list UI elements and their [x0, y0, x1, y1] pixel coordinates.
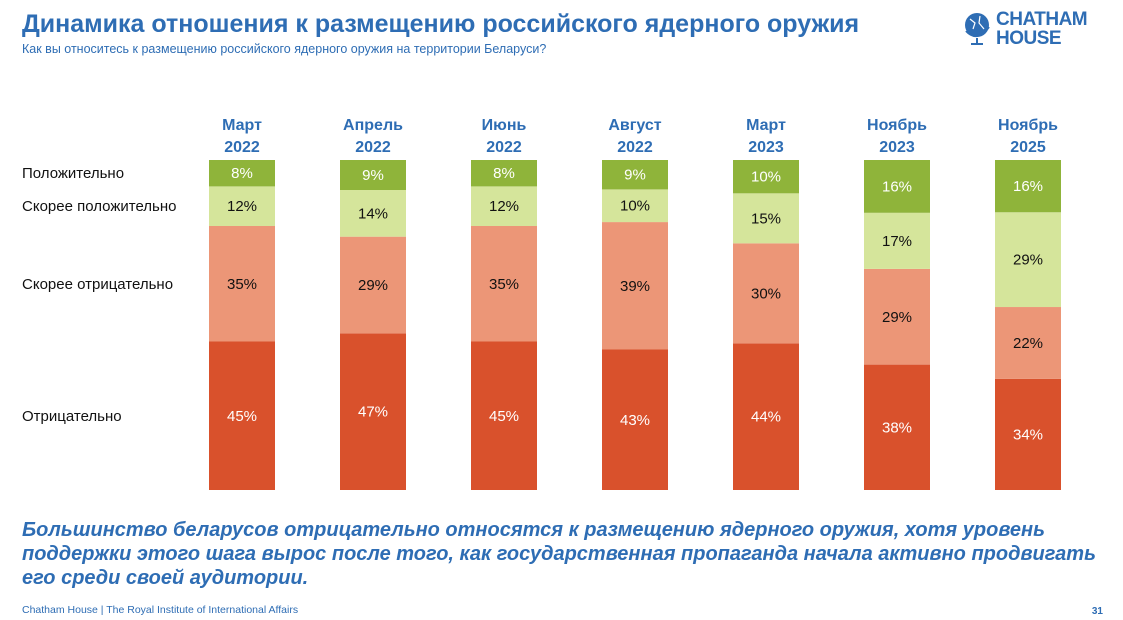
category-year-label: 2022 [355, 139, 391, 156]
data-label: 39% [620, 278, 650, 295]
data-label: 35% [489, 276, 519, 293]
data-label: 29% [1013, 252, 1043, 269]
data-label: 15% [751, 210, 781, 227]
category-year-label: 2025 [1010, 139, 1046, 156]
bar-segment [340, 333, 406, 490]
bar-segment [864, 212, 930, 269]
data-label: 9% [624, 167, 646, 184]
category-label: Июнь [482, 117, 527, 134]
data-label: 43% [620, 412, 650, 429]
bar-segment [209, 226, 275, 342]
data-label: 10% [620, 198, 650, 215]
bar-segment [209, 186, 275, 226]
data-label: 38% [882, 419, 912, 436]
data-label: 29% [882, 309, 912, 326]
subtitle: Как вы относитесь к размещению российско… [22, 42, 547, 56]
bar-segment [602, 349, 668, 490]
bar-segment [995, 212, 1061, 308]
bar-segment [864, 160, 930, 213]
legend-label: Скорее положительно [22, 198, 176, 215]
bar-segment [471, 160, 537, 187]
data-label: 10% [751, 169, 781, 186]
category-year-label: 2022 [486, 139, 522, 156]
category-year-label: 2022 [617, 139, 653, 156]
bar-segment [733, 343, 799, 490]
category-label: Август [608, 117, 661, 134]
bar-segment [733, 243, 799, 344]
category-label: Март [222, 117, 262, 134]
data-label: 17% [882, 233, 912, 250]
bar-segment [340, 190, 406, 237]
bar-segment [995, 307, 1061, 379]
page-title: Динамика отношения к размещению российск… [22, 10, 860, 38]
bar-segment [209, 341, 275, 490]
data-label: 12% [227, 198, 257, 215]
data-label: 22% [1013, 335, 1043, 352]
bar-segment [340, 160, 406, 190]
bar-segment [864, 364, 930, 490]
data-label: 29% [358, 277, 388, 294]
bar-segment [995, 378, 1061, 490]
data-label: 44% [751, 409, 781, 426]
data-label: 8% [493, 165, 515, 182]
data-label: 35% [227, 276, 257, 293]
bar-segment [864, 268, 930, 365]
globe-icon [965, 13, 990, 45]
category-label: Март [746, 117, 786, 134]
legend-label: Положительно [22, 165, 124, 182]
bar-segment [995, 160, 1061, 213]
data-label: 12% [489, 198, 519, 215]
category-year-label: 2023 [879, 139, 915, 156]
page-number: 31 [1091, 606, 1103, 617]
bar-segment [733, 160, 799, 194]
legend-label: Скорее отрицательно [22, 276, 173, 293]
data-label: 16% [1013, 178, 1043, 195]
bar-segment [471, 226, 537, 342]
data-label: 34% [1013, 426, 1043, 443]
category-year-label: 2023 [748, 139, 784, 156]
data-label: 14% [358, 205, 388, 222]
chatham-house-logo: CHATHAM HOUSE [962, 9, 1088, 49]
category-label: Апрель [343, 117, 403, 134]
stacked-bar-chart: Март 2022 45% 35% 12% 8% Апрель 2022 47% 29% 14% 9%… [22, 117, 1061, 490]
bar-segment [733, 193, 799, 244]
category-label: Ноябрь [867, 117, 927, 134]
bar-segment [602, 160, 668, 190]
bar-segment [471, 341, 537, 490]
bar-segment [209, 160, 275, 187]
conclusion-text: Большинство беларусов отрицательно относ… [22, 519, 1096, 589]
data-label: 45% [227, 408, 257, 425]
bar-segment [340, 236, 406, 334]
category-year-label: 2022 [224, 139, 260, 156]
bar-segment [471, 186, 537, 226]
bar-segment [602, 222, 668, 350]
data-label: 45% [489, 408, 519, 425]
category-label: Ноябрь [998, 117, 1058, 134]
data-label: 8% [231, 165, 253, 182]
data-label: 30% [751, 285, 781, 302]
footer: Chatham House | The Royal Institute of I… [22, 604, 299, 616]
legend-label: Отрицательно [22, 408, 122, 425]
bar-segment [602, 189, 668, 223]
data-label: 9% [362, 167, 384, 184]
logo-line1: CHATHAM [996, 9, 1088, 30]
data-label: 47% [358, 404, 388, 421]
data-label: 16% [882, 178, 912, 195]
logo-line2: HOUSE [996, 28, 1062, 49]
